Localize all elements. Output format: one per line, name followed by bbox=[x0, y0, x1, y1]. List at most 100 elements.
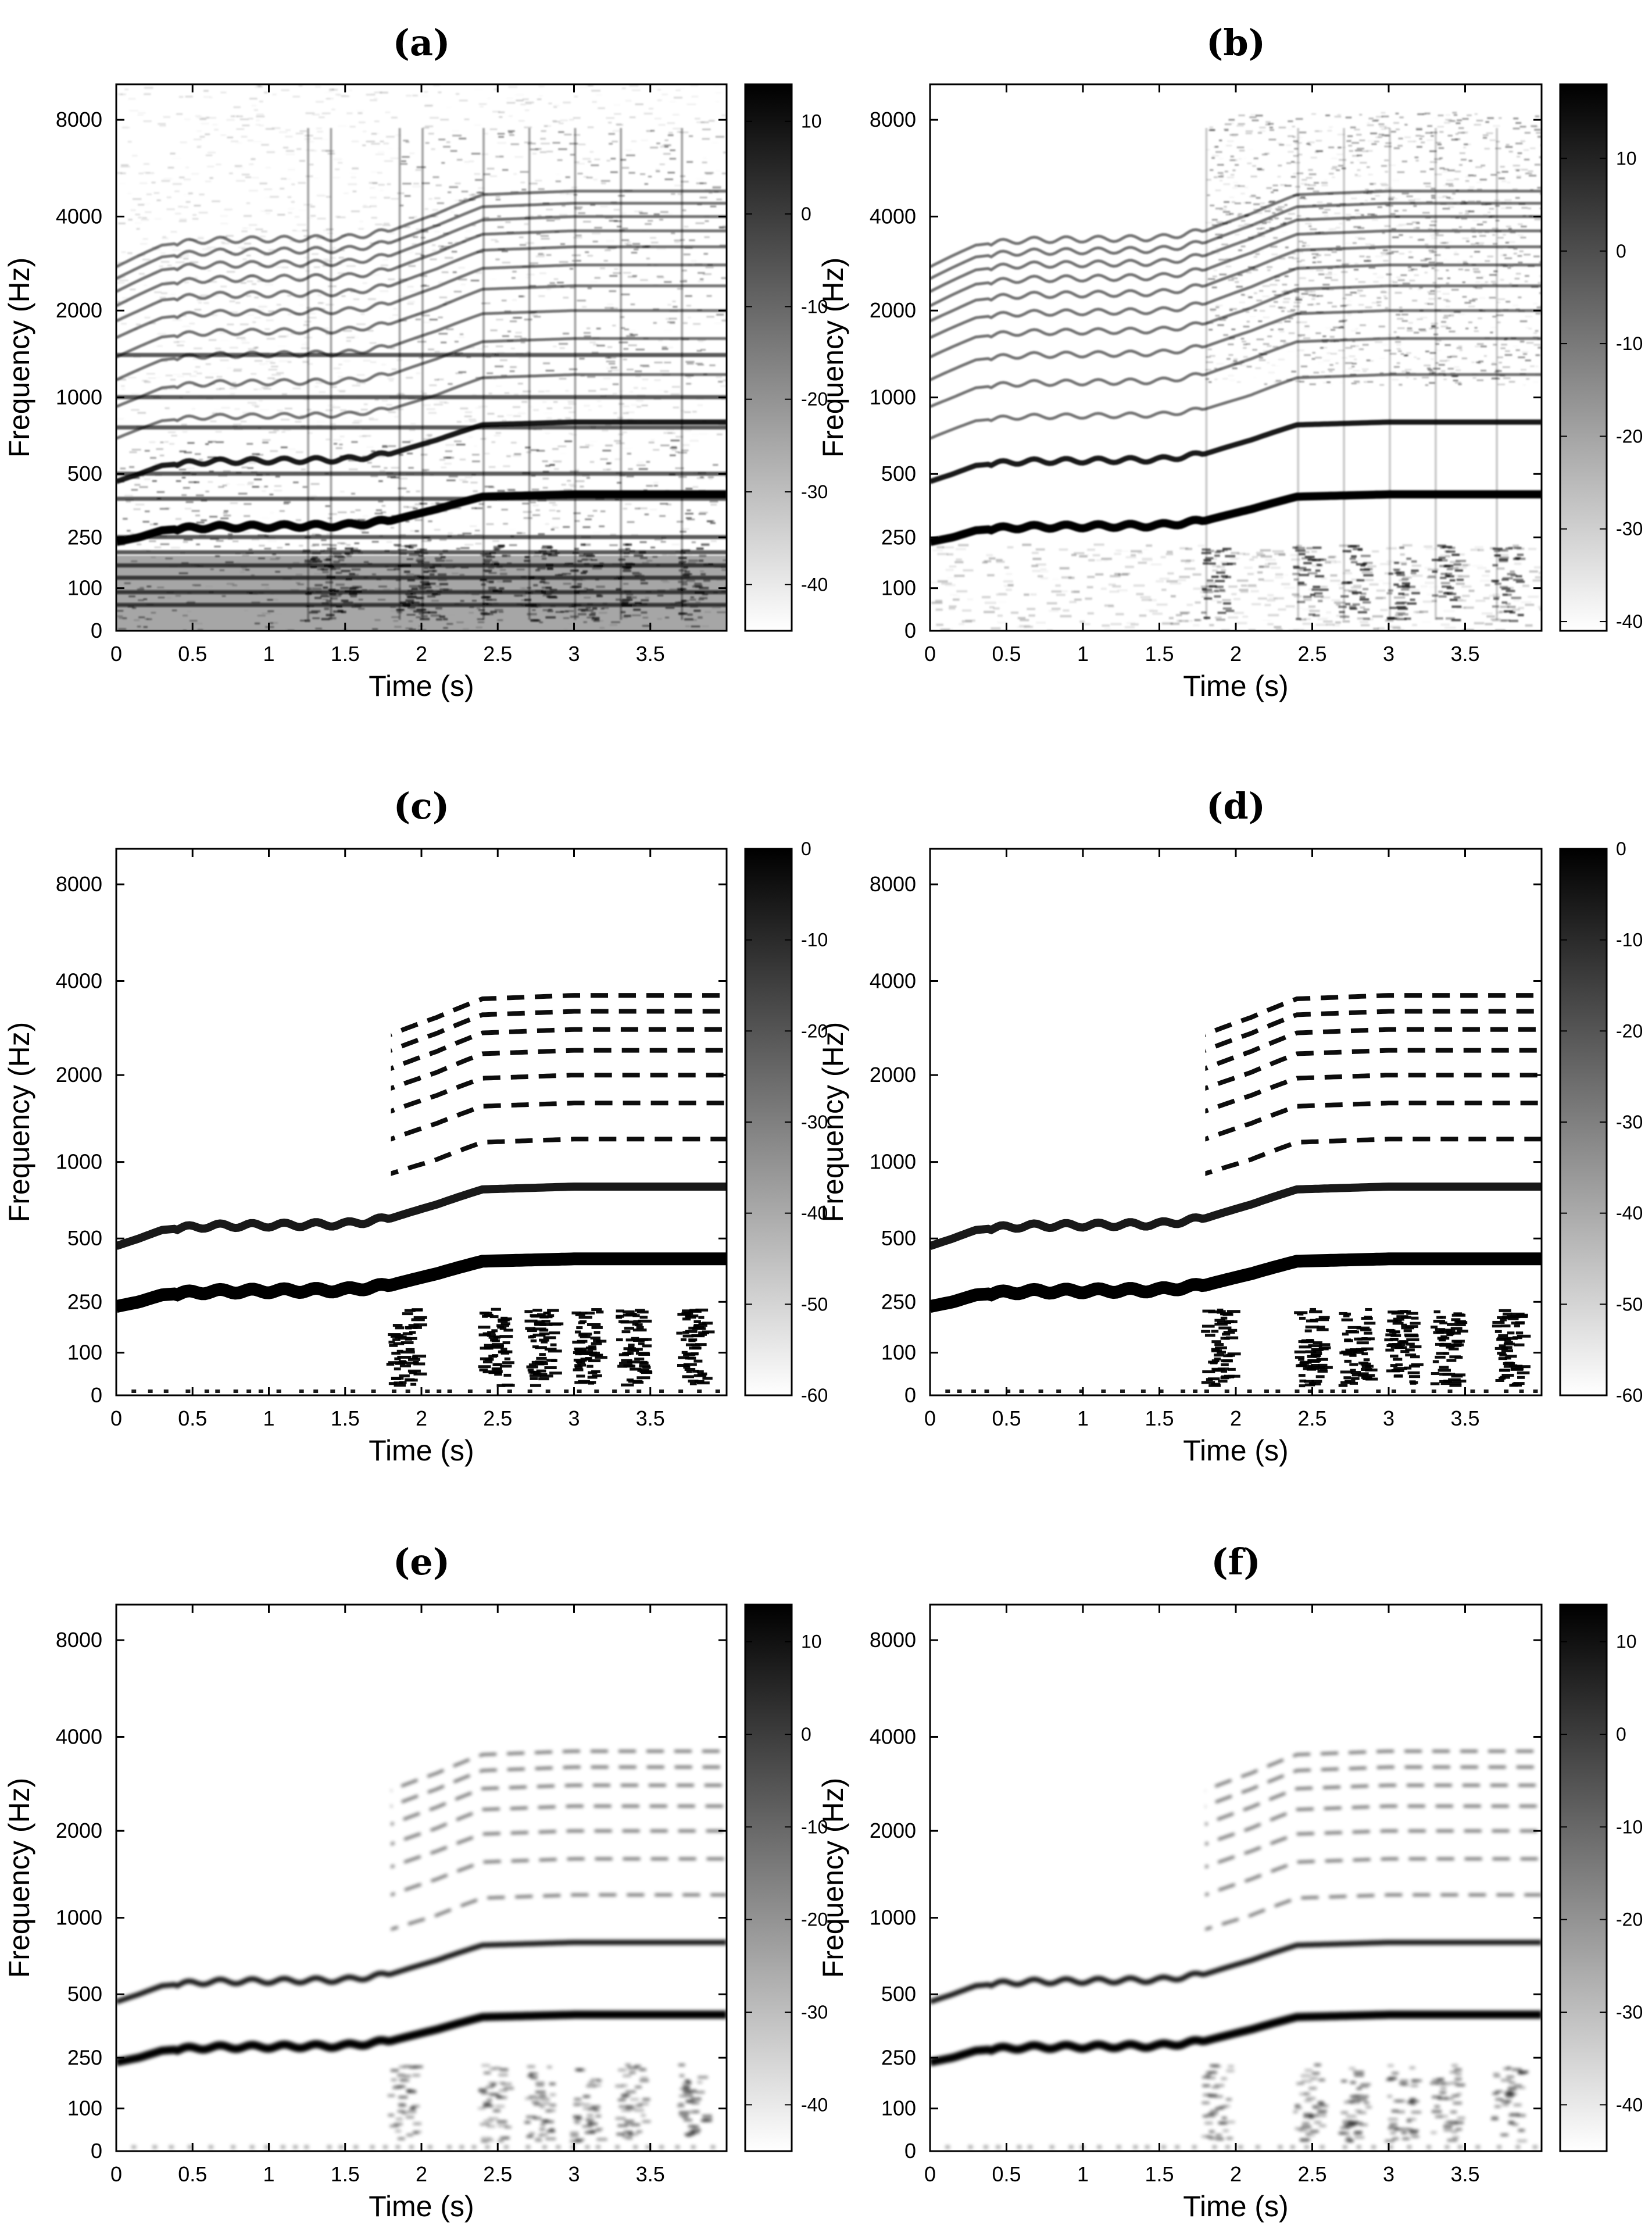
y-tick-label: 250 bbox=[881, 2045, 916, 2069]
harmonic-line bbox=[1205, 1073, 1542, 1114]
colorbar-tick-label: 0 bbox=[1616, 1724, 1626, 1745]
y-tick-label: 2000 bbox=[870, 1063, 916, 1087]
harmonic-line bbox=[391, 1893, 727, 1931]
x-tick-label: 2.5 bbox=[1297, 642, 1326, 666]
y-tick-label: 2000 bbox=[56, 298, 102, 322]
x-tick-label: 2 bbox=[416, 2162, 427, 2186]
x-axis-label: Time (s) bbox=[1183, 2190, 1288, 2223]
spectrogram-heatmap bbox=[930, 993, 1542, 1393]
harmonic-line bbox=[116, 2010, 727, 2067]
panel-f: (f)0 0.5 1 1.5 2 2.5 3 3.5010025050010002000400… bbox=[817, 1541, 1643, 2223]
y-tick-label: 4000 bbox=[870, 969, 916, 992]
x-tick-label: 2.5 bbox=[1297, 2162, 1326, 2186]
harmonic-line bbox=[1205, 1857, 1542, 1896]
y-tick-label: 8000 bbox=[56, 1628, 102, 1652]
x-axis-label: Time (s) bbox=[369, 670, 474, 702]
y-tick-label: 0 bbox=[904, 2139, 916, 2163]
y-tick-label: 8000 bbox=[870, 1628, 916, 1652]
colorbar-tick-label: -10 bbox=[801, 930, 828, 951]
harmonic-line bbox=[930, 215, 1542, 293]
x-axis-label: Time (s) bbox=[369, 1434, 474, 1467]
x-tick-label: 0.5 bbox=[178, 2162, 207, 2186]
colorbar-tick-label: -50 bbox=[801, 1294, 828, 1315]
harmonic-line bbox=[391, 1784, 727, 1826]
x-tick-label: 1.5 bbox=[1145, 642, 1174, 666]
harmonic-line bbox=[930, 490, 1542, 547]
y-tick-label: 1000 bbox=[870, 1906, 916, 1930]
panel-title: (b) bbox=[1206, 22, 1265, 64]
panel-title: (d) bbox=[1206, 785, 1265, 827]
colorbar-tick-label: 10 bbox=[1616, 1631, 1637, 1652]
colorbar bbox=[744, 848, 793, 1396]
colorbar-tick-label: -50 bbox=[1616, 1294, 1643, 1315]
y-tick-label: 500 bbox=[67, 462, 102, 485]
y-tick-label: 2000 bbox=[56, 1819, 102, 1842]
panels-root: (a)0 0.5 1 1.5 2 2.5 3 3.5010025050010002000400… bbox=[3, 22, 1643, 2223]
harmonic-line bbox=[930, 229, 1542, 308]
colorbar-tick-label: -40 bbox=[801, 1203, 828, 1224]
y-tick-label: 0 bbox=[91, 619, 102, 642]
panel-d: (d) 0 0.5 1 1.5 2 2.5 3 3.5 0 100 250 500 1000 2000 400… bbox=[817, 785, 1643, 1467]
harmonic-line bbox=[391, 1857, 727, 1896]
y-tick-label: 8000 bbox=[56, 872, 102, 896]
colorbar-tick-label: -20 bbox=[1616, 1909, 1643, 1930]
y-axis-label: Frequency (Hz) bbox=[817, 258, 849, 458]
x-tick-label: 0.5 bbox=[178, 642, 207, 666]
x-tick-label: 2.5 bbox=[483, 1406, 512, 1430]
y-axis-label: Frequency (Hz) bbox=[817, 1778, 849, 1978]
y-tick-label: 4000 bbox=[56, 969, 102, 992]
harmonic-line bbox=[391, 1829, 727, 1869]
x-tick-label: 3.5 bbox=[1450, 1406, 1479, 1430]
harmonic-line bbox=[1205, 1893, 1542, 1931]
y-tick-label: 2000 bbox=[56, 1063, 102, 1087]
colorbar-tick-label: -20 bbox=[1616, 1020, 1643, 1041]
y-tick-label: 500 bbox=[67, 1982, 102, 2006]
colorbar-tick-label: -30 bbox=[801, 481, 828, 502]
y-tick-label: 0 bbox=[91, 1383, 102, 1407]
x-tick-label: 3.5 bbox=[636, 2162, 665, 2186]
colorbar-tick-label: -30 bbox=[1616, 1112, 1643, 1133]
x-axis-label: Time (s) bbox=[369, 2190, 474, 2223]
x-tick-label: 3 bbox=[568, 642, 580, 666]
colorbar-tick-label: -60 bbox=[1616, 1385, 1643, 1406]
x-tick-label: 2 bbox=[416, 642, 427, 666]
y-tick-label: 100 bbox=[881, 576, 916, 600]
colorbar-tick-label: -10 bbox=[1616, 1816, 1643, 1837]
x-tick-label: 0.5 bbox=[992, 2162, 1021, 2186]
colorbar-tick-label: -10 bbox=[1616, 930, 1643, 951]
harmonic-line bbox=[391, 1766, 727, 1808]
y-tick-label: 100 bbox=[67, 576, 102, 600]
colorbar bbox=[1559, 1603, 1608, 2152]
harmonic-line bbox=[391, 1048, 727, 1091]
harmonic-line bbox=[930, 284, 1542, 359]
harmonic-line bbox=[930, 202, 1542, 280]
colorbar-tick-label: -30 bbox=[1616, 519, 1643, 540]
panel-b: (b)0 0.5 1 1.5 2 2.5 3 3.5010025050010002000400… bbox=[817, 22, 1643, 702]
harmonic-line bbox=[1205, 1027, 1542, 1071]
x-tick-label: 1 bbox=[1077, 1406, 1089, 1430]
x-tick-label: 2 bbox=[1230, 2162, 1242, 2186]
x-tick-label: 1 bbox=[263, 1406, 274, 1430]
colorbar-tick-label: 0 bbox=[1616, 838, 1626, 859]
y-tick-label: 500 bbox=[881, 1226, 916, 1250]
x-tick-label: 1 bbox=[263, 642, 274, 666]
spectrogram-heatmap bbox=[930, 112, 1542, 631]
colorbar-tick-label: 0 bbox=[801, 203, 811, 224]
x-tick-label: 3.5 bbox=[636, 642, 665, 666]
x-tick-label: 1.5 bbox=[331, 1406, 360, 1430]
harmonic-line bbox=[391, 1805, 727, 1846]
x-tick-label: 2.5 bbox=[483, 2162, 512, 2186]
y-tick-label: 100 bbox=[67, 1341, 102, 1365]
spectrogram-heatmap bbox=[116, 993, 727, 1393]
spectrogram-heatmap bbox=[930, 1749, 1542, 2149]
harmonic-line bbox=[930, 245, 1542, 323]
colorbar-tick-label: -10 bbox=[801, 296, 828, 317]
y-axis-label: Frequency (Hz) bbox=[817, 1022, 849, 1223]
colorbar-tick-label: 0 bbox=[1616, 241, 1626, 262]
x-tick-label: 1.5 bbox=[1145, 2162, 1174, 2186]
y-axis-label: Frequency (Hz) bbox=[3, 1022, 35, 1223]
y-tick-label: 1000 bbox=[870, 385, 916, 409]
harmonic-line bbox=[116, 1183, 727, 1250]
panel-title: (a) bbox=[393, 22, 450, 64]
